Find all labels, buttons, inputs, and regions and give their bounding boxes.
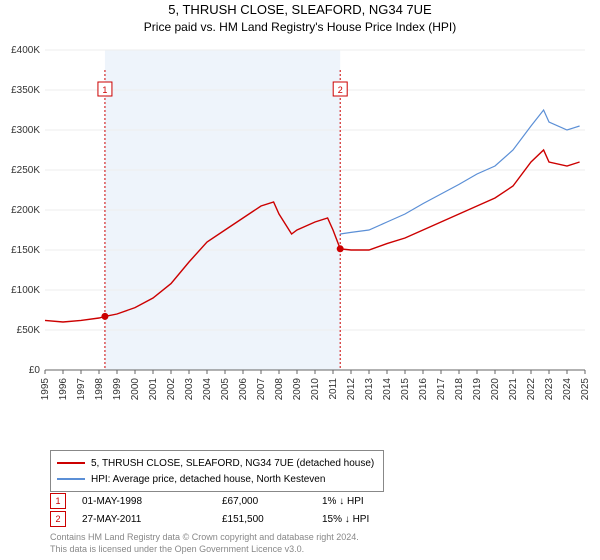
svg-text:£250K: £250K <box>11 165 40 176</box>
marker-date-2: 27-MAY-2011 <box>82 514 222 525</box>
svg-text:2012: 2012 <box>346 378 357 401</box>
svg-text:£300K: £300K <box>11 125 40 136</box>
legend-label-hpi: HPI: Average price, detached house, Nort… <box>91 474 325 485</box>
marker-table: 1 01-MAY-1998 £67,000 1% ↓ HPI 2 27-MAY-… <box>50 492 422 528</box>
svg-text:2009: 2009 <box>292 378 303 401</box>
svg-text:2002: 2002 <box>166 378 177 401</box>
svg-text:1999: 1999 <box>112 378 123 401</box>
svg-text:2006: 2006 <box>238 378 249 401</box>
svg-text:2010: 2010 <box>310 378 321 401</box>
svg-text:2004: 2004 <box>202 378 213 401</box>
legend: 5, THRUSH CLOSE, SLEAFORD, NG34 7UE (det… <box>50 450 384 492</box>
svg-text:2014: 2014 <box>382 378 393 401</box>
svg-text:2017: 2017 <box>436 378 447 401</box>
svg-text:2018: 2018 <box>454 378 465 401</box>
marker-badge-1: 1 <box>50 493 66 509</box>
svg-text:1997: 1997 <box>76 378 87 401</box>
credits-line1: Contains HM Land Registry data © Crown c… <box>50 532 359 544</box>
svg-text:£100K: £100K <box>11 285 40 296</box>
legend-swatch-hpi <box>57 478 85 480</box>
svg-text:2013: 2013 <box>364 378 375 401</box>
svg-text:2016: 2016 <box>418 378 429 401</box>
marker-price-1: £67,000 <box>222 496 322 507</box>
svg-text:2024: 2024 <box>562 378 573 401</box>
svg-text:2000: 2000 <box>130 378 141 401</box>
marker-hpi-2: 15% ↓ HPI <box>322 514 422 525</box>
svg-text:1995: 1995 <box>40 378 51 401</box>
marker-price-2: £151,500 <box>222 514 322 525</box>
svg-text:£0: £0 <box>29 365 41 376</box>
legend-item-property: 5, THRUSH CLOSE, SLEAFORD, NG34 7UE (det… <box>57 455 377 471</box>
svg-text:2008: 2008 <box>274 378 285 401</box>
svg-text:2015: 2015 <box>400 378 411 401</box>
legend-item-hpi: HPI: Average price, detached house, Nort… <box>57 471 377 487</box>
marker-date-1: 01-MAY-1998 <box>82 496 222 507</box>
svg-text:2019: 2019 <box>472 378 483 401</box>
svg-text:2003: 2003 <box>184 378 195 401</box>
chart-title: 5, THRUSH CLOSE, SLEAFORD, NG34 7UE <box>0 2 600 17</box>
svg-text:£350K: £350K <box>11 85 40 96</box>
marker-hpi-1: 1% ↓ HPI <box>322 496 422 507</box>
legend-label-property: 5, THRUSH CLOSE, SLEAFORD, NG34 7UE (det… <box>91 458 374 469</box>
credits: Contains HM Land Registry data © Crown c… <box>50 532 359 555</box>
svg-text:2020: 2020 <box>490 378 501 401</box>
svg-text:2: 2 <box>338 85 343 95</box>
svg-text:2025: 2025 <box>580 378 591 401</box>
svg-text:1996: 1996 <box>58 378 69 401</box>
marker-badge-2: 2 <box>50 511 66 527</box>
svg-text:1: 1 <box>102 85 107 95</box>
price-chart: £0 £50K £100K £150K £200K £250K £300K £350K £400… <box>0 40 600 415</box>
svg-text:£400K: £400K <box>11 45 40 56</box>
svg-text:1998: 1998 <box>94 378 105 401</box>
chart-subtitle: Price paid vs. HM Land Registry's House … <box>0 20 600 34</box>
svg-text:£150K: £150K <box>11 245 40 256</box>
marker-row-2: 2 27-MAY-2011 £151,500 15% ↓ HPI <box>50 510 422 528</box>
svg-text:2001: 2001 <box>148 378 159 401</box>
credits-line2: This data is licensed under the Open Gov… <box>50 544 359 556</box>
marker-row-1: 1 01-MAY-1998 £67,000 1% ↓ HPI <box>50 492 422 510</box>
svg-text:2007: 2007 <box>256 378 267 401</box>
svg-text:2005: 2005 <box>220 378 231 401</box>
svg-text:2023: 2023 <box>544 378 555 401</box>
svg-text:2011: 2011 <box>328 378 339 400</box>
svg-text:£200K: £200K <box>11 205 40 216</box>
svg-text:£50K: £50K <box>17 325 41 336</box>
svg-text:2022: 2022 <box>526 378 537 401</box>
svg-text:2021: 2021 <box>508 378 519 401</box>
legend-swatch-property <box>57 462 85 464</box>
